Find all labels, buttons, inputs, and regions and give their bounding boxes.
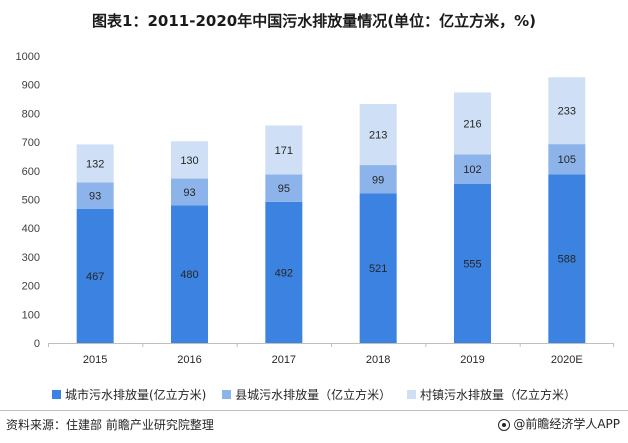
data-label: 93 <box>89 191 101 203</box>
bar-segment <box>359 193 397 343</box>
y-tick-label: 800 <box>22 108 40 120</box>
bar-segment <box>76 182 114 209</box>
x-category-label: 2016 <box>177 354 201 366</box>
y-tick-label: 1000 <box>16 51 40 63</box>
bar-segment <box>76 144 114 183</box>
data-label: 492 <box>275 267 293 279</box>
bar-segment <box>171 178 208 206</box>
legend-item-village: 村镇污水排放量（亿立方米） <box>407 386 576 403</box>
data-label: 171 <box>275 145 293 157</box>
legend-label-county: 县城污水排放量（亿立方米） <box>235 388 392 402</box>
bar-segment <box>171 141 208 179</box>
data-label-layer: 467 93 132 480 93 130 492 95 171 521 99 213 555 102 21… <box>86 106 576 283</box>
brand-logo-icon <box>498 418 511 431</box>
x-category-label: 2020E <box>551 354 583 366</box>
bar-segment <box>76 208 114 343</box>
legend: 城市污水排放量(亿立方米) 县城污水排放量（亿立方米） 村镇污水排放量（亿立方米… <box>0 386 628 403</box>
bar-segment <box>454 92 491 155</box>
data-label: 102 <box>463 164 481 176</box>
data-label: 521 <box>369 263 387 275</box>
data-label: 132 <box>86 158 104 170</box>
footer-divider <box>0 410 628 411</box>
bar-segment <box>171 205 208 343</box>
y-tick-label: 400 <box>22 223 40 235</box>
data-label: 213 <box>369 129 387 141</box>
bar-segment <box>265 201 303 343</box>
stacked-bar-chart: 0 100 200 300 400 500 600 700 800 900 1000 2015 2016… <box>16 51 614 366</box>
legend-swatch-county <box>222 390 232 399</box>
bar-segment <box>265 174 303 202</box>
y-tick-label: 100 <box>22 309 40 321</box>
y-tick-label: 900 <box>22 80 40 92</box>
data-label: 105 <box>558 154 576 166</box>
bar-segment <box>454 154 491 184</box>
bar-segment <box>548 144 586 175</box>
bar-segment <box>359 103 397 166</box>
bar-segment <box>359 165 397 194</box>
bar-segment <box>548 77 586 145</box>
source-note: 资料来源：住建部 前瞻产业研究院整理 <box>6 418 214 432</box>
x-category-label: 2018 <box>366 354 390 366</box>
chart-title: 图表1：2011-2020年中国污水排放量情况(单位：亿立方米，%) <box>92 12 536 30</box>
y-tick-label: 500 <box>22 195 40 207</box>
y-tick-label: 600 <box>22 166 40 178</box>
data-label: 216 <box>463 118 481 130</box>
bar-layer <box>76 77 586 343</box>
data-label: 99 <box>372 174 384 186</box>
x-category-label: 2015 <box>83 354 107 366</box>
brand-credit: @前瞻经济学人APP <box>498 415 620 432</box>
legend-label-village: 村镇污水排放量（亿立方米） <box>420 388 577 402</box>
axis-layer: 0 100 200 300 400 500 600 700 800 900 1000 2015 2016… <box>16 51 614 366</box>
legend-swatch-city <box>51 390 61 399</box>
brand-text: @前瞻经济学人APP <box>513 417 620 431</box>
data-label: 233 <box>558 106 576 118</box>
y-tick-label: 300 <box>22 252 40 264</box>
bar-segment <box>548 174 586 343</box>
data-label: 480 <box>180 269 198 281</box>
legend-swatch-village <box>407 390 417 399</box>
data-label: 93 <box>183 187 195 199</box>
data-label: 95 <box>278 183 290 195</box>
y-tick-label: 0 <box>34 338 40 350</box>
legend-label-city: 城市污水排放量(亿立方米) <box>64 388 207 402</box>
y-tick-label: 200 <box>22 281 40 293</box>
data-label: 130 <box>180 155 198 167</box>
x-category-label: 2019 <box>460 354 484 366</box>
data-label: 467 <box>86 271 104 283</box>
bar-segment <box>454 183 491 343</box>
y-tick-label: 700 <box>22 137 40 149</box>
bar-segment <box>265 125 303 175</box>
legend-item-city: 城市污水排放量(亿立方米) <box>51 386 207 403</box>
legend-item-county: 县城污水排放量（亿立方米） <box>222 386 391 403</box>
x-category-label: 2017 <box>272 354 296 366</box>
data-label: 588 <box>558 254 576 266</box>
data-label: 555 <box>463 258 481 270</box>
